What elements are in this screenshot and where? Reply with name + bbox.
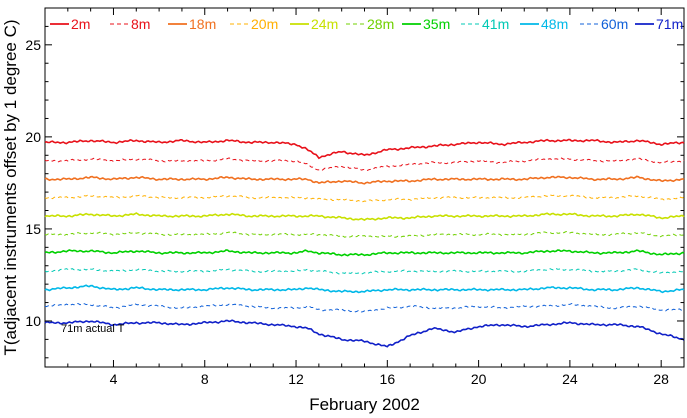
y-tick-label: 20	[25, 129, 41, 145]
plot-frame	[44, 7, 685, 368]
axis-layer: 4 8 12 16 20 24 28 10 15 20 25	[25, 7, 685, 387]
y-axis-label: T(adjacent instruments offset by 1 degre…	[1, 19, 20, 355]
x-tick-label: 16	[380, 371, 396, 387]
legend-label-41m: 41m	[482, 16, 509, 32]
series-line-48m	[44, 284, 685, 294]
series-line-35m	[44, 249, 685, 257]
x-tick-label: 28	[653, 371, 669, 387]
y-tick-label: 10	[25, 313, 41, 329]
legend-label-28m: 28m	[367, 16, 394, 32]
legend: 2m 8m 18m 20m 24m 28m 35m 41m 48m 60m 71m	[50, 16, 683, 32]
legend-label-60m: 60m	[601, 16, 628, 32]
y-tick-label: 25	[25, 37, 41, 53]
legend-label-71m: 71m	[656, 16, 683, 32]
annotation-71m-actual: 71m actual T	[61, 323, 125, 335]
legend-label-8m: 8m	[131, 16, 150, 32]
legend-label-20m: 20m	[251, 16, 278, 32]
series-line-41m	[44, 268, 685, 275]
series-line-71m	[44, 319, 685, 348]
legend-label-18m: 18m	[189, 16, 216, 32]
legend-label-2m: 2m	[71, 16, 90, 32]
series-line-28m	[44, 230, 685, 238]
x-tick-label: 24	[562, 371, 578, 387]
y-tick-label: 15	[25, 221, 41, 237]
x-tick-label: 20	[471, 371, 487, 387]
series-line-8m	[44, 157, 685, 172]
legend-label-24m: 24m	[311, 16, 338, 32]
x-tick-label: 12	[288, 371, 304, 387]
series-line-24m	[44, 212, 685, 222]
series-line-2m	[44, 138, 685, 160]
legend-label-48m: 48m	[541, 16, 568, 32]
series-line-20m	[44, 194, 685, 203]
legend-label-35m: 35m	[423, 16, 450, 32]
x-tick-label: 4	[110, 371, 118, 387]
x-axis-label: February 2002	[309, 395, 420, 414]
series-line-60m	[44, 302, 685, 313]
x-tick-label: 8	[201, 371, 209, 387]
series-layer	[44, 138, 685, 348]
series-line-18m	[44, 175, 685, 185]
